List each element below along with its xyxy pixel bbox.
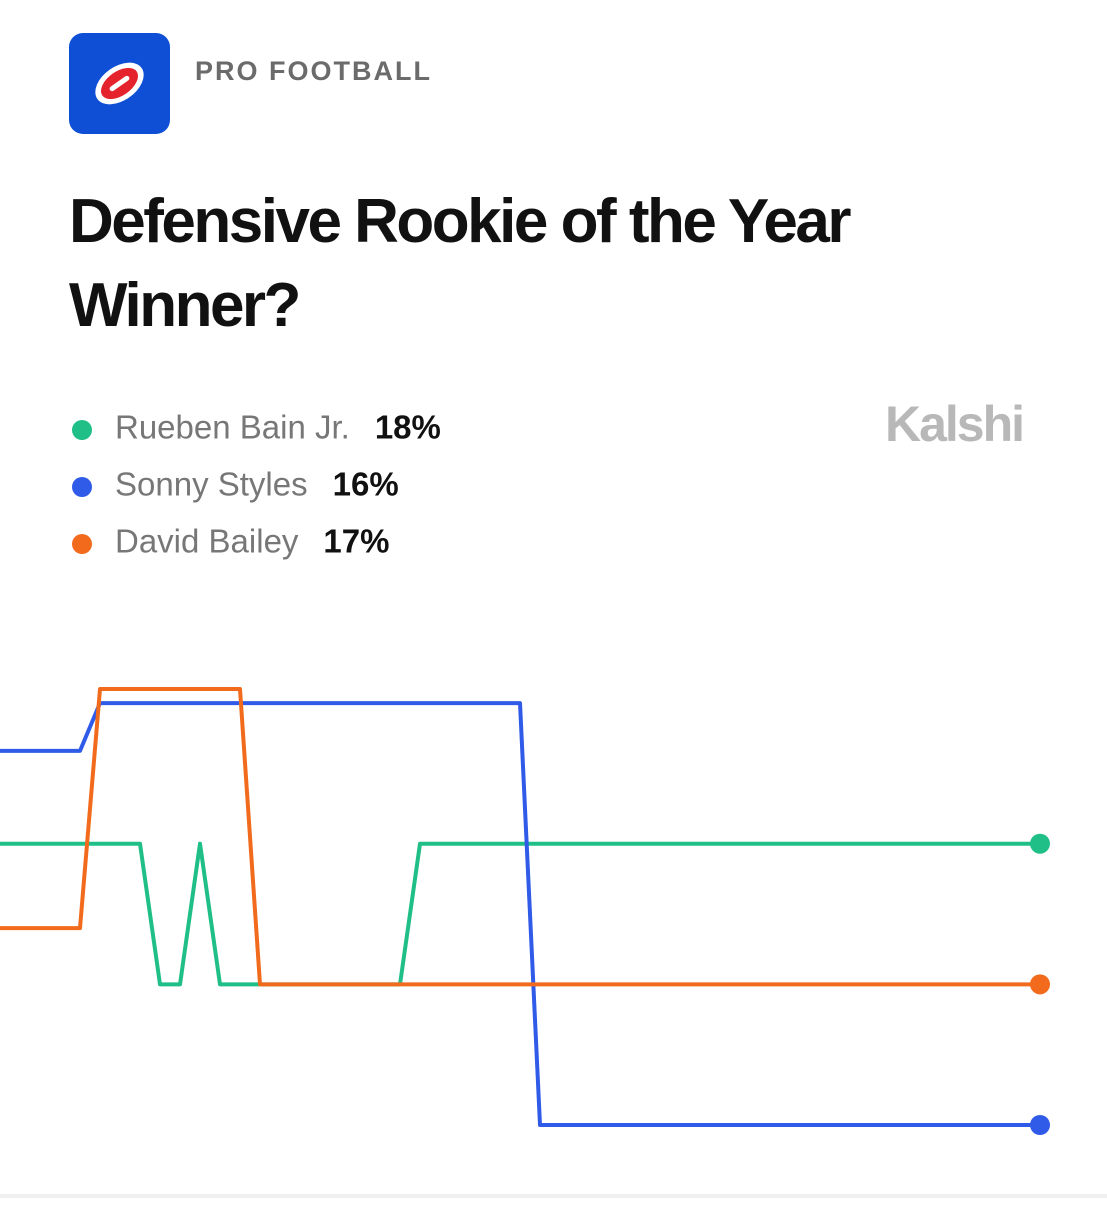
bottom-edge [0,1194,1107,1198]
legend: Rueben Bain Jr. 18% Sonny Styles 16% David B… [72,409,441,560]
chart-title: Defensive Rookie of the Year Winner? [69,187,854,340]
legend-marker [72,420,92,440]
series-line [0,687,1040,987]
series-line [0,701,1040,1127]
category-label: PRO FOOTBALL [195,56,432,86]
legend-name: Rueben Bain Jr. [115,409,350,446]
series-line [0,841,1040,987]
plot [0,687,1050,1135]
end-dot [1030,1115,1050,1135]
legend-value: 18% [375,409,441,446]
legend-marker [72,477,92,497]
brand-logo: Kalshi [885,396,1023,452]
end-dot [1030,974,1050,995]
legend-name: David Bailey [115,523,299,560]
chart-title-text: Defensive Rookie of the Year Winner? [69,187,851,340]
legend-name: Sonny Styles [115,466,308,503]
football-icon [95,62,144,105]
end-dot [1030,833,1050,854]
legend-marker [72,534,92,554]
legend-value: 16% [333,466,399,503]
legend-value: 17% [323,523,389,560]
